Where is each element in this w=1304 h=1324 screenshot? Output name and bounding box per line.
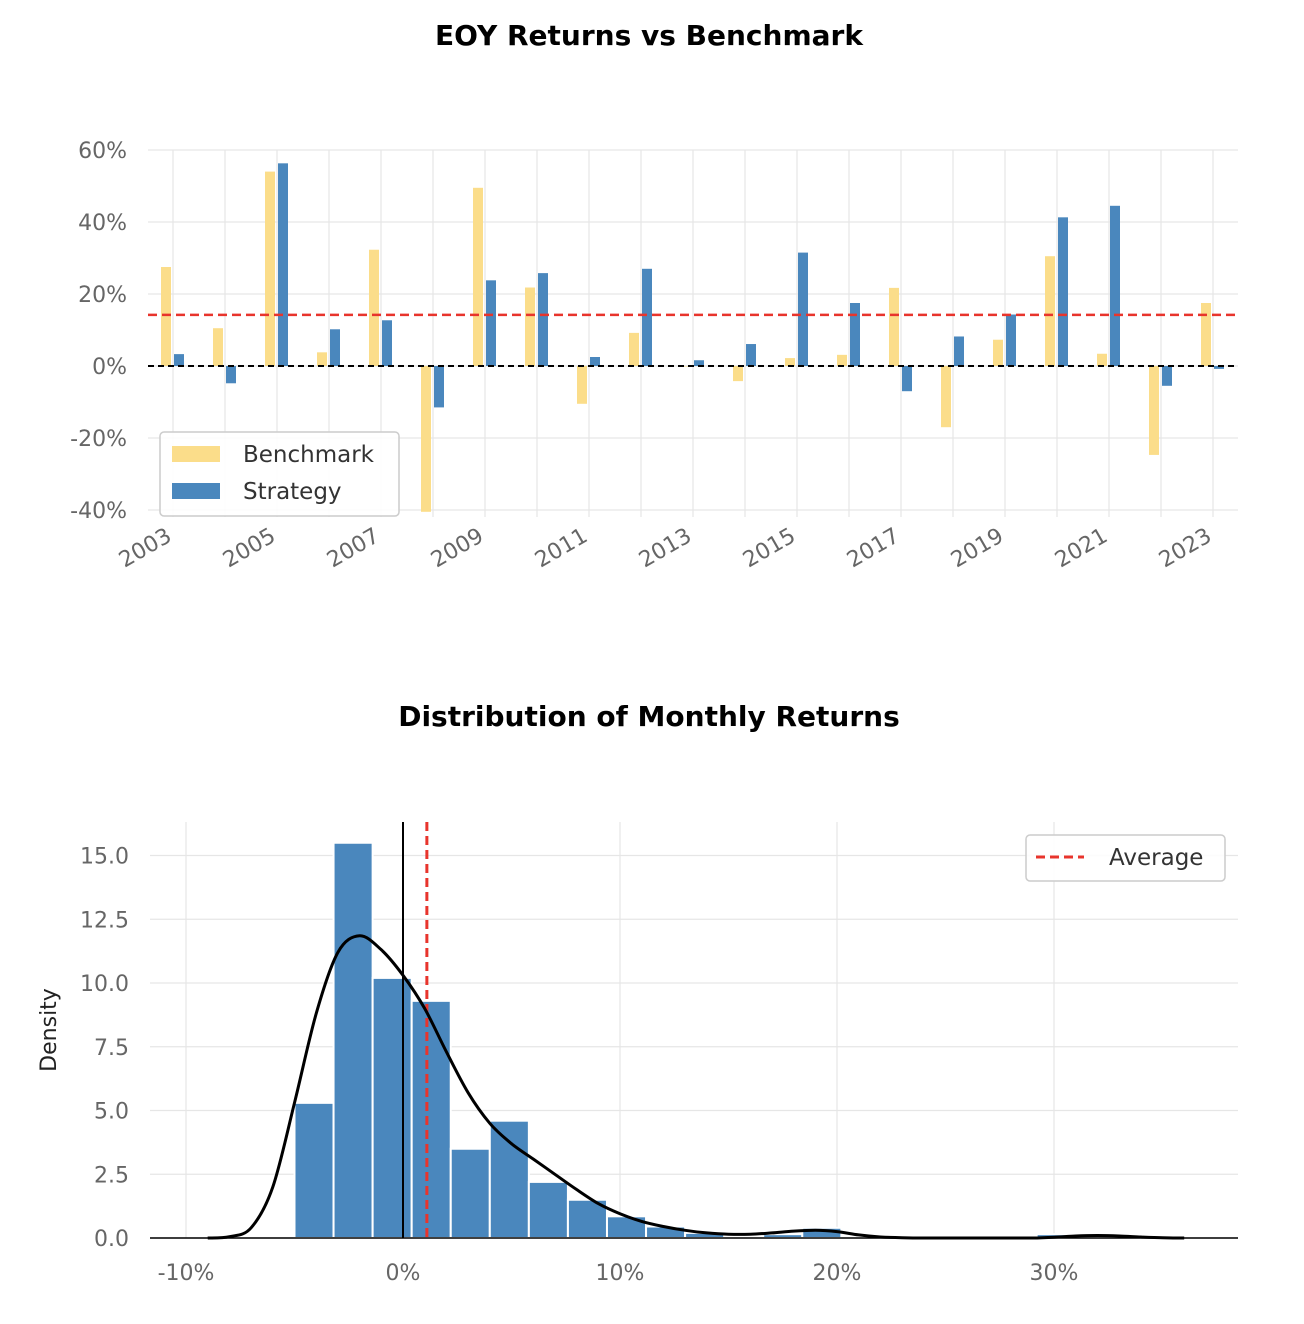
strategy-bar-2019	[1006, 314, 1016, 366]
y-tick-label: 0.0	[94, 1227, 129, 1252]
eoy-legend: Benchmark Strategy	[159, 431, 400, 517]
benchmark-bar-2018	[941, 366, 951, 428]
y-tick-label: 5.0	[94, 1100, 129, 1125]
strategy-bar-2018	[954, 336, 964, 366]
benchmark-bar-2013	[681, 366, 691, 367]
distribution-legend: Average	[1025, 834, 1226, 882]
distribution-chart-title: Distribution of Monthly Returns	[398, 700, 900, 733]
legend-label-strategy: Strategy	[243, 479, 342, 505]
x-tick-label: 10%	[596, 1261, 645, 1286]
strategy-bar-2015	[798, 252, 808, 366]
y-tick-label: 2.5	[94, 1163, 129, 1188]
legend-label-benchmark: Benchmark	[243, 442, 375, 468]
strategy-bar-2021	[1110, 205, 1120, 366]
benchmark-bar-2022	[1149, 366, 1159, 455]
benchmark-bar-2003	[161, 267, 171, 366]
strategy-bar-2013	[694, 360, 704, 366]
strategy-bar-2012	[642, 268, 652, 366]
y-tick-label: -20%	[70, 427, 127, 452]
strategy-bar-2006	[330, 329, 340, 366]
x-tick-label: 30%	[1030, 1261, 1079, 1286]
distribution-bars	[293, 841, 1077, 1240]
benchmark-bar-2020	[1045, 256, 1055, 366]
benchmark-bar-2009	[473, 187, 483, 366]
density-axis-label: Density	[37, 988, 62, 1072]
histogram-bar	[293, 1101, 335, 1239]
benchmark-bar-2012	[629, 332, 639, 366]
strategy-bar-2003	[174, 354, 184, 366]
legend-swatch-benchmark	[172, 446, 220, 462]
strategy-bar-2010	[538, 273, 548, 366]
histogram-bar	[527, 1180, 569, 1240]
y-tick-label: 15.0	[80, 845, 129, 870]
y-tick-label: 7.5	[94, 1036, 129, 1061]
strategy-bar-2020	[1058, 217, 1068, 366]
benchmark-bar-2019	[993, 339, 1003, 366]
eoy-y-ticks: -40% -20% 0% 20% 40% 60%	[70, 139, 127, 524]
histogram-bar	[371, 976, 413, 1240]
monthly-distribution-chart: Distribution of Monthly Returns 0.0 2.5 5.…	[37, 700, 1238, 1286]
strategy-bar-2005	[278, 163, 288, 366]
benchmark-bar-2017	[889, 287, 899, 366]
distribution-y-ticks: 0.0 2.5 5.0 7.5 10.0 12.5 15.0	[80, 845, 129, 1253]
strategy-bar-2017	[902, 366, 912, 392]
strategy-bar-2004	[226, 366, 236, 384]
strategy-bar-2023	[1214, 366, 1224, 369]
strategy-bar-2022	[1162, 366, 1172, 386]
y-tick-label: 40%	[78, 211, 127, 236]
histogram-bar	[488, 1119, 530, 1239]
y-tick-label: -40%	[70, 499, 127, 524]
benchmark-bar-2021	[1097, 353, 1107, 366]
benchmark-bar-2023	[1201, 303, 1211, 366]
histogram-bar	[449, 1147, 491, 1239]
y-tick-label: 0%	[92, 355, 127, 380]
benchmark-bar-2011	[577, 366, 587, 404]
benchmark-bar-2015	[785, 358, 795, 366]
benchmark-bar-2006	[317, 352, 327, 366]
legend-swatch-strategy	[172, 483, 220, 499]
legend-label-average: Average	[1109, 845, 1203, 871]
strategy-bar-2008	[434, 366, 444, 408]
y-tick-label: 20%	[78, 283, 127, 308]
y-tick-label: 12.5	[80, 908, 129, 933]
strategy-bar-2011	[590, 357, 600, 366]
eoy-reference-lines	[148, 313, 1238, 367]
histogram-bar	[410, 999, 452, 1239]
x-tick-label: 20%	[813, 1261, 862, 1286]
eoy-bars	[161, 163, 1224, 512]
distribution-x-ticks: -10% 0% 10% 20% 30%	[158, 1261, 1079, 1286]
kde-curve	[207, 934, 1185, 1240]
y-tick-label: 10.0	[80, 972, 129, 997]
legend-frame	[1025, 834, 1226, 882]
strategy-bar-2009	[486, 280, 496, 366]
benchmark-bar-2010	[525, 287, 535, 366]
benchmark-bar-2008	[421, 366, 431, 512]
benchmark-bar-2014	[733, 366, 743, 382]
benchmark-bar-2004	[213, 328, 223, 366]
benchmark-bar-2005	[265, 171, 275, 366]
strategy-bar-2007	[382, 320, 392, 366]
x-tick-label: -10%	[158, 1261, 215, 1286]
strategy-bar-2016	[850, 303, 860, 366]
histogram-bar	[332, 841, 374, 1239]
eoy-chart-title: EOY Returns vs Benchmark	[435, 19, 864, 52]
y-tick-label: 60%	[78, 139, 127, 164]
benchmark-bar-2016	[837, 354, 847, 366]
strategy-bar-2014	[746, 344, 756, 366]
benchmark-bar-2007	[369, 249, 379, 366]
x-tick-label: 0%	[386, 1261, 421, 1286]
